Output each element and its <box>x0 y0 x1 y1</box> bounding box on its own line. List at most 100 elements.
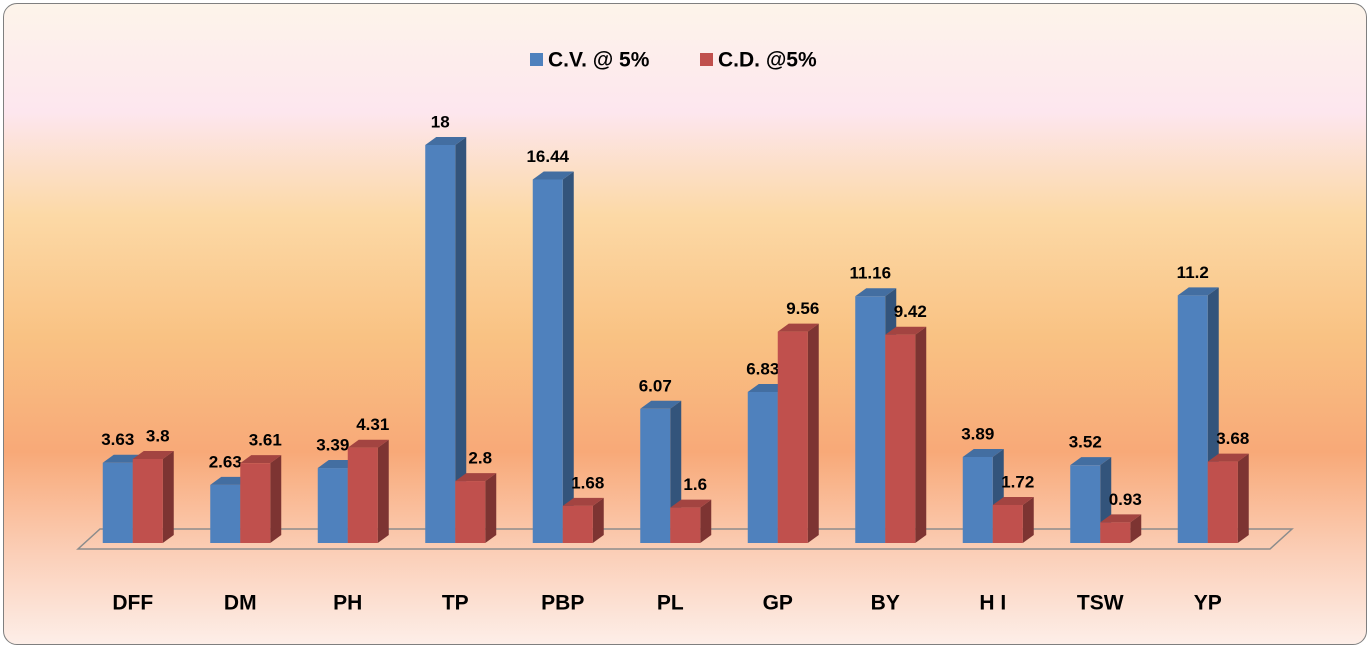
bar-front <box>962 456 993 543</box>
x-tick-label: DM <box>224 592 257 615</box>
data-label: 18 <box>431 112 450 131</box>
bar-side <box>377 439 389 543</box>
bar-top <box>777 323 819 332</box>
bar-front <box>1100 522 1131 543</box>
bar-side <box>1130 514 1142 543</box>
x-tick-label: YP <box>1194 592 1222 615</box>
bar <box>992 496 1034 543</box>
bar <box>425 137 467 543</box>
bar-top <box>1207 453 1249 462</box>
legend-label: C.D. @5% <box>718 49 817 72</box>
bar-side <box>562 171 574 543</box>
bar-top <box>992 496 1034 505</box>
bar-side <box>700 499 712 543</box>
bar <box>532 171 574 543</box>
floor <box>76 528 1294 550</box>
bar-top <box>885 326 927 335</box>
bar-front <box>777 331 808 543</box>
data-label: 3.61 <box>249 431 282 450</box>
bar-top <box>347 439 389 448</box>
bar-front <box>747 391 778 543</box>
bar-top <box>562 497 604 506</box>
x-tick-label: TSW <box>1077 592 1124 615</box>
bar-top <box>1070 457 1112 466</box>
bar-side <box>592 497 604 543</box>
bar-front <box>455 481 486 543</box>
bar-front <box>670 507 701 543</box>
data-label: 0.93 <box>1109 490 1142 509</box>
data-label: 3.63 <box>101 430 134 449</box>
bar-front <box>102 462 133 543</box>
bar-top <box>132 450 174 459</box>
bar <box>562 497 604 543</box>
bar <box>240 455 282 543</box>
bar-front <box>1177 295 1208 543</box>
bar-front <box>855 296 886 543</box>
bar-top <box>855 288 897 297</box>
bar-side <box>455 137 467 543</box>
bar-front <box>1207 461 1238 543</box>
data-label: 2.8 <box>468 449 492 468</box>
bar-front <box>1070 465 1101 543</box>
bar-front <box>992 504 1023 543</box>
x-tick-label: PBP <box>541 592 584 615</box>
data-label: 3.68 <box>1216 429 1249 448</box>
bar-side <box>162 450 174 543</box>
bar-front <box>425 145 456 543</box>
bar-side <box>485 473 497 543</box>
x-tick-label: GP <box>763 592 793 615</box>
bar-front <box>240 463 271 543</box>
bar <box>1207 453 1249 543</box>
data-label: 11.2 <box>1177 263 1209 282</box>
data-label: 2.63 <box>209 452 242 471</box>
bar-side <box>1022 496 1034 543</box>
bar-front <box>132 458 163 543</box>
legend-swatch <box>530 53 543 66</box>
bar <box>347 439 389 543</box>
bar-front <box>210 484 241 543</box>
data-label: 3.39 <box>316 436 349 455</box>
bar-side <box>1237 453 1249 543</box>
data-label: 1.6 <box>683 475 707 494</box>
bar <box>777 323 819 543</box>
bar <box>1100 514 1142 543</box>
bar-front <box>885 334 916 543</box>
data-label: 4.31 <box>356 415 389 434</box>
x-tick-label: TP <box>442 592 469 615</box>
x-tick-label: PL <box>657 592 684 615</box>
bar-top <box>240 455 282 464</box>
bar-top <box>962 448 1004 457</box>
bar-side <box>807 323 819 543</box>
bar <box>132 450 174 543</box>
data-label: 11.16 <box>849 264 891 283</box>
bar <box>885 326 927 543</box>
x-tick-label: PH <box>333 592 362 615</box>
data-label: 6.83 <box>746 359 779 378</box>
data-label: 9.42 <box>894 302 927 321</box>
bar-top <box>1177 287 1219 296</box>
data-label: 3.8 <box>146 426 170 445</box>
data-label: 16.44 <box>526 147 569 166</box>
bar-side <box>270 455 282 543</box>
data-label: 9.56 <box>786 299 819 318</box>
bar <box>670 499 712 543</box>
data-label: 1.72 <box>1001 472 1034 491</box>
x-tick-label: BY <box>871 592 900 615</box>
x-tick-label: DFF <box>112 592 153 615</box>
bar-front <box>317 468 348 543</box>
bar-top <box>640 400 682 409</box>
bar-front <box>640 408 671 543</box>
bar-top <box>670 499 712 508</box>
legend-swatch <box>700 53 713 66</box>
data-label: 1.68 <box>571 473 604 492</box>
bar-top <box>455 473 497 482</box>
data-label: 6.07 <box>639 376 672 395</box>
bar-front <box>562 505 593 543</box>
bar-side <box>915 326 927 543</box>
bar-top <box>1100 514 1142 523</box>
bar-top <box>532 171 574 180</box>
x-tick-label: H I <box>979 592 1006 615</box>
bar <box>455 473 497 543</box>
legend-label: C.V. @ 5% <box>548 49 650 72</box>
